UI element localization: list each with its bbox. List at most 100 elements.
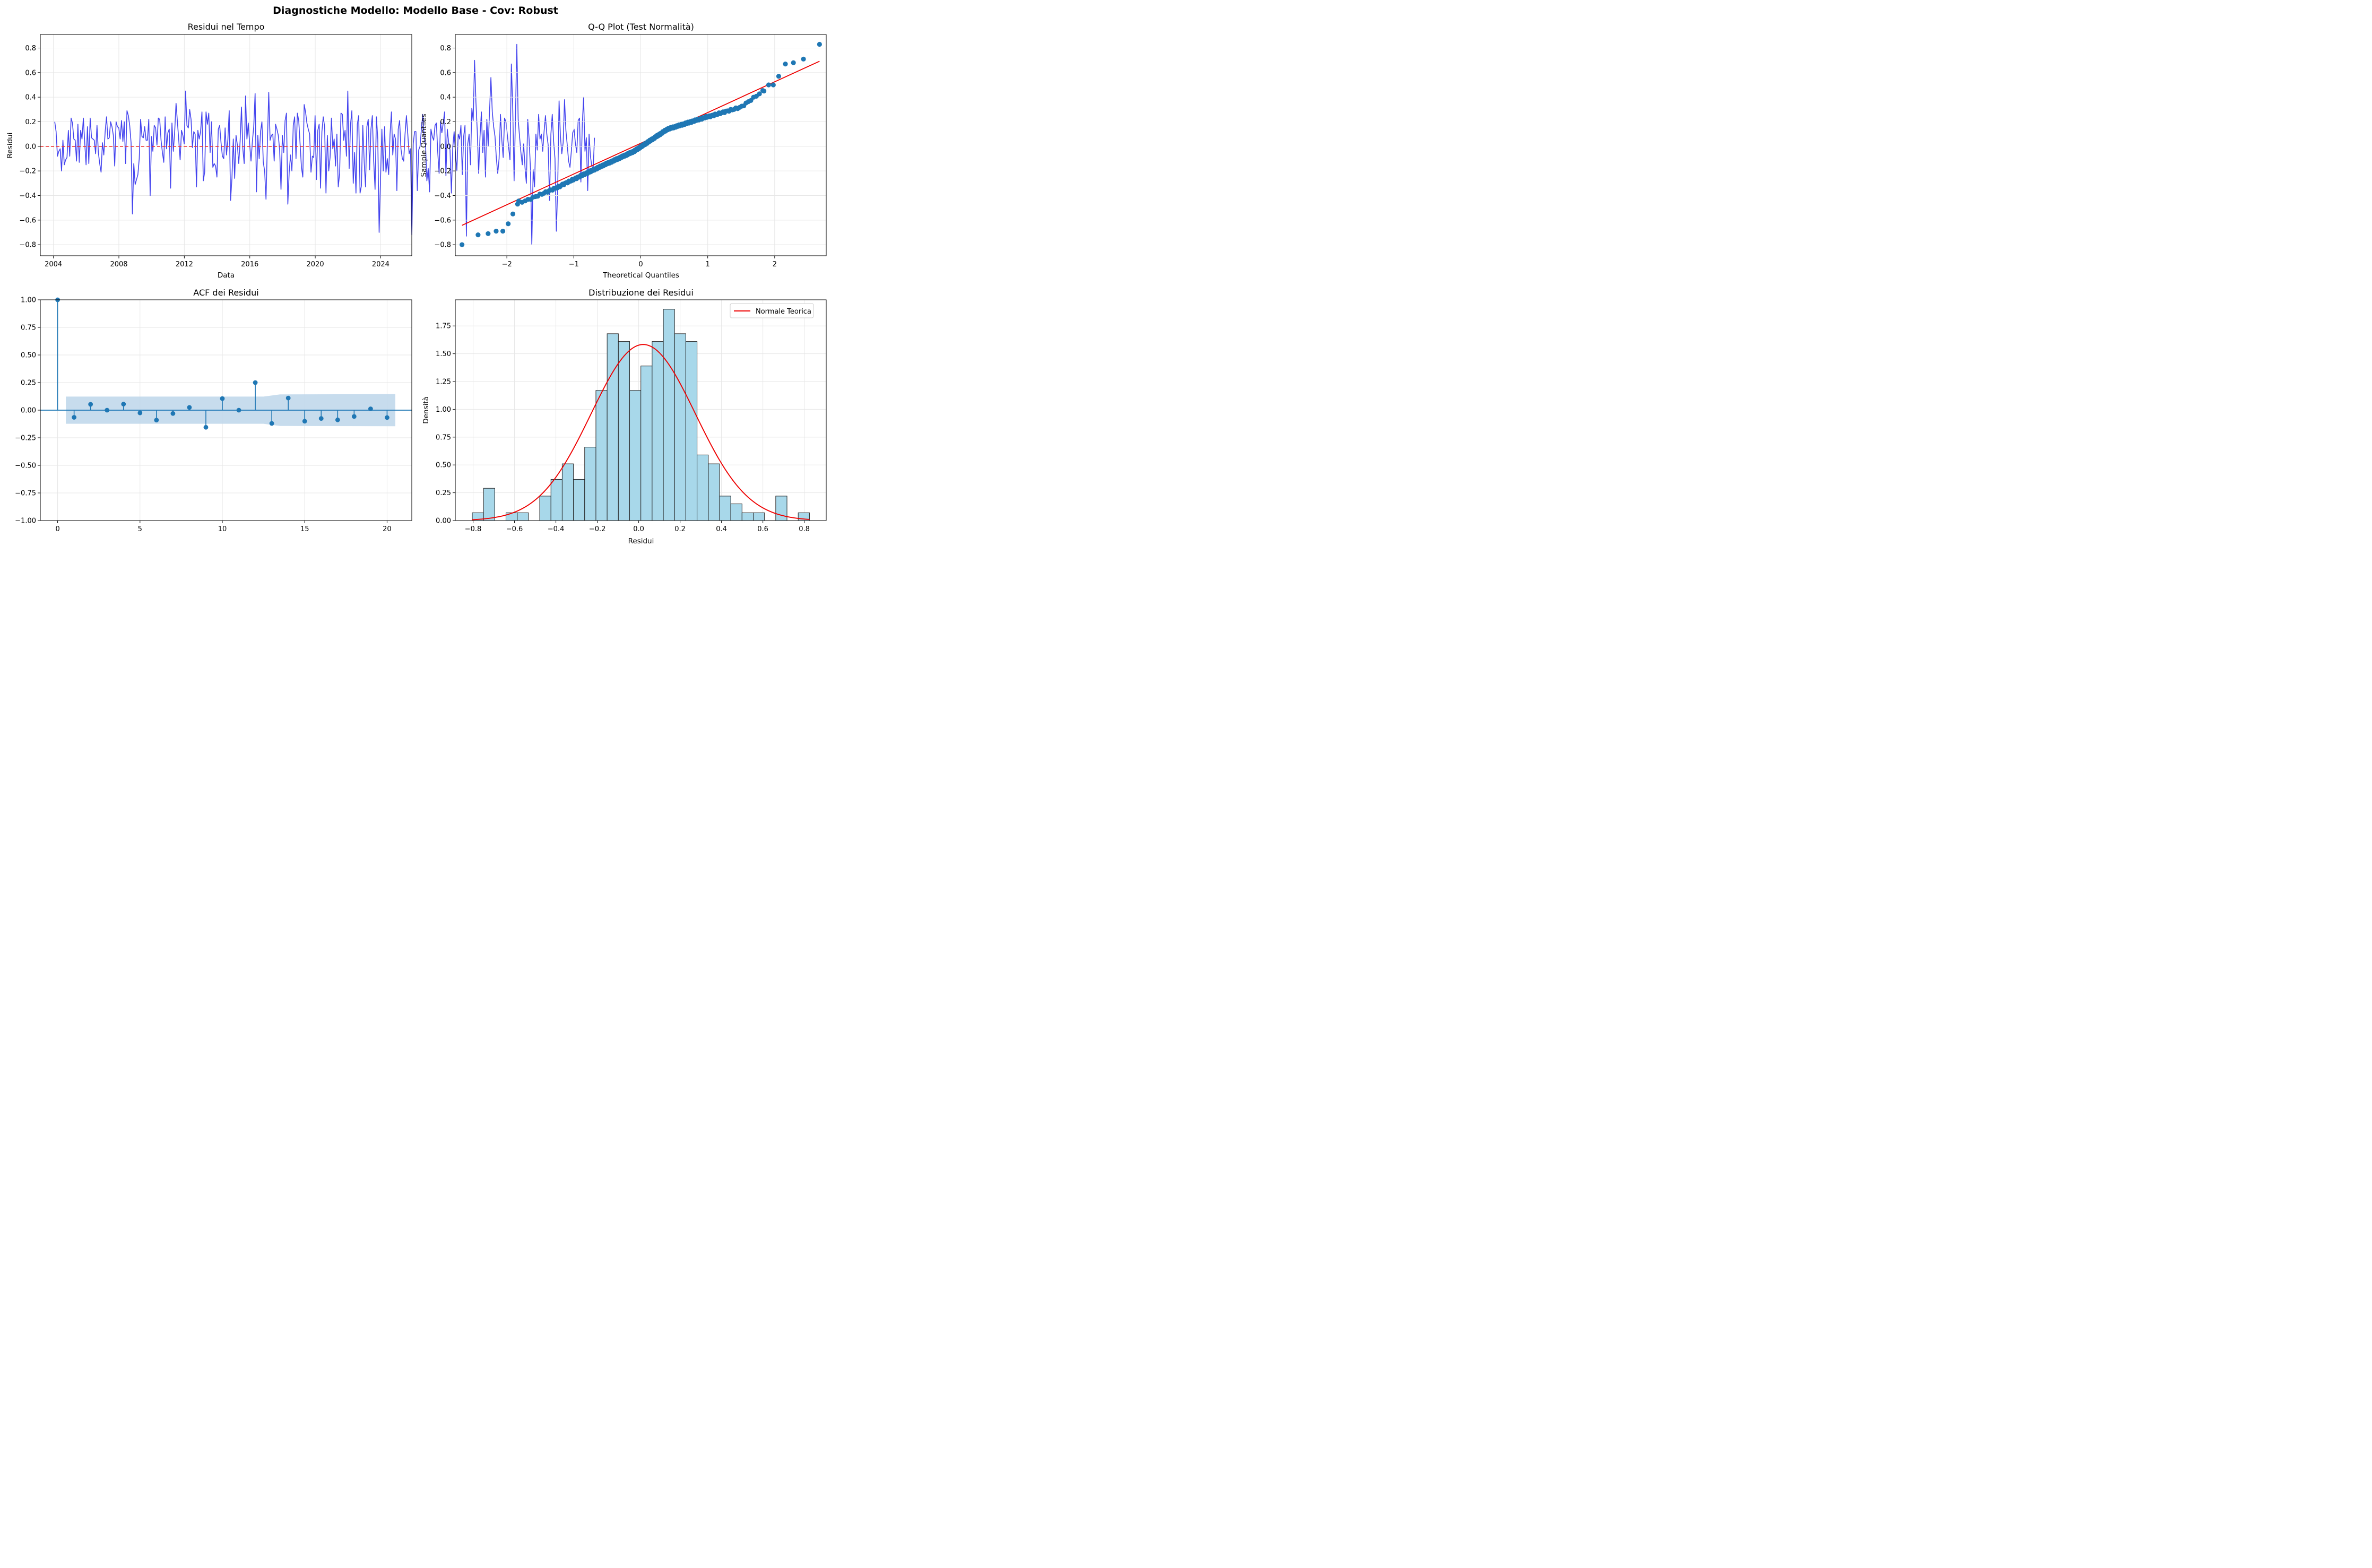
histogram-ylabel: Densità [422,396,430,424]
acf-xtick-label: 20 [383,525,392,533]
acf-marker [137,410,143,415]
qq-plot-xtick-label: −1 [569,261,579,268]
acf-marker [335,417,340,422]
qq-point [761,88,767,94]
histogram-bar [730,504,742,521]
acf-marker [203,425,209,430]
histogram-legend: Normale Teorica [730,303,814,318]
qq-plot-xtick-label: 2 [773,261,777,268]
acf-ytick-label: 0.75 [21,324,36,332]
acf-xtick-label: 15 [300,525,309,533]
acf-xtick-label: 10 [218,525,227,533]
qq-plot-ytick-label: 0.8 [440,45,451,53]
histogram-ytick-label: 1.50 [436,350,451,358]
histogram-xtick-label: 0.8 [799,525,810,533]
histogram-bar [685,341,698,521]
histogram-bar [517,512,529,521]
acf-plot-area [40,297,412,430]
qq-plot-xlabel: Theoretical Quantiles [602,271,679,280]
histogram-ytick-label: 0.00 [436,517,451,525]
qq-plot-xtick-label: 0 [638,261,643,268]
qq-point [791,60,796,65]
histogram-bar [607,333,619,521]
residuals-time-ytick-label: −0.6 [19,216,36,224]
histogram-bar [561,463,574,521]
histogram-title: Distribuzione dei Residui [588,288,694,298]
histogram-bar [753,512,765,521]
qq-plot-ytick-label: 0.2 [440,118,451,126]
qq-plot-ytick-label: 0.4 [440,94,451,102]
acf-xtick-label: 0 [55,525,59,533]
histogram-ytick-label: 1.25 [436,378,451,386]
histogram-ytick-label: 0.75 [436,434,451,441]
acf-ytick-label: 1.00 [21,297,36,305]
acf-marker [269,421,274,426]
residuals-time-title: Residui nel Tempo [188,22,265,32]
histogram-bar [573,479,585,521]
qq-plot-xtick-label: 1 [706,261,710,268]
qq-point [506,221,511,227]
histogram-xtick-label: 0.2 [674,525,686,533]
qq-plot-ytick-label: −0.6 [434,216,451,224]
qq-point [510,211,516,216]
acf-marker [253,380,258,385]
qq-plot-ytick-label: 0.6 [440,69,451,77]
histogram-bar [775,496,787,521]
acf-ytick-label: −1.00 [15,517,36,525]
qq-plot-axes: −2 −1 0 1 2 −0.8 −0.6 −0.4 −0.2 0.0 0.2 0.4 0.6 0.8 [434,34,827,268]
histogram-bar [483,488,495,521]
acf-marker [170,411,176,416]
histogram-xtick-label: −0.6 [506,525,523,533]
histogram-xtick-label: −0.4 [548,525,565,533]
normal-curve [472,344,810,521]
qq-point [783,62,788,67]
qq-plot-ytick-label: −0.2 [434,168,451,176]
acf-marker [351,414,357,419]
acf-marker [285,395,291,401]
residuals-time-panel: Residui nel Tempo Data Residui 2004 2008 2… [6,22,595,280]
qq-point [771,82,776,88]
qq-point [500,229,506,234]
qq-point [817,41,822,47]
residuals-time-ytick-label: 0.0 [25,143,36,151]
qq-point [748,98,754,103]
residuals-time-ytick-label: 0.6 [25,69,36,77]
residuals-time-xtick-label: 2016 [241,261,258,268]
acf-ytick-label: 0.25 [21,379,36,387]
residuals-time-plot-area [40,44,595,245]
histogram-panel: Distribuzione dei Residui Residui Densit… [422,288,827,545]
histogram-bar [708,463,720,521]
histogram-ytick-label: 0.25 [436,489,451,497]
qq-plot-ylabel: Sample Quantiles [420,114,428,177]
histogram-xlabel: Residui [628,537,654,545]
figure-title: Diagnostiche Modello: Modello Base - Cov… [273,5,558,16]
legend-label: Normale Teorica [756,308,811,316]
histogram-ytick-label: 0.50 [436,462,451,470]
histogram-xtick-label: 0.0 [633,525,644,533]
histogram-bar [697,454,709,521]
histogram-bar [663,309,675,521]
histogram-bar [595,390,608,521]
histogram-bar [550,479,562,521]
histogram-xtick-label: −0.2 [589,525,606,533]
histogram-xtick-label: −0.8 [465,525,482,533]
residuals-time-ytick-label: −0.4 [19,192,36,200]
qq-point [494,229,499,234]
histogram-axes: −0.8 −0.6 −0.4 −0.2 0.0 0.2 0.4 0.6 0.8 0.00 0.25 0… [436,299,827,533]
qq-point [766,82,772,88]
residuals-time-ytick-label: −0.8 [19,241,36,249]
histogram-ytick-label: 1.00 [436,406,451,414]
residuals-time-xtick-label: 2012 [176,261,193,268]
acf-marker [302,419,307,424]
residuals-time-ytick-label: −0.2 [19,168,36,176]
residuals-time-xlabel: Data [218,271,235,280]
histogram-bar [652,341,664,521]
acf-marker [72,415,77,420]
acf-marker [121,402,126,406]
acf-marker [187,405,192,410]
qq-plot-ytick-label: −0.8 [434,241,451,249]
qq-plot-xtick-label: −2 [502,261,512,268]
acf-axes: 0 5 10 15 20 −1.00 −0.75 −0.50 −0.25 0.00 0.25 0.50… [15,297,412,533]
residuals-time-ytick-label: 0.8 [25,45,36,53]
residual-series-line [54,44,595,245]
